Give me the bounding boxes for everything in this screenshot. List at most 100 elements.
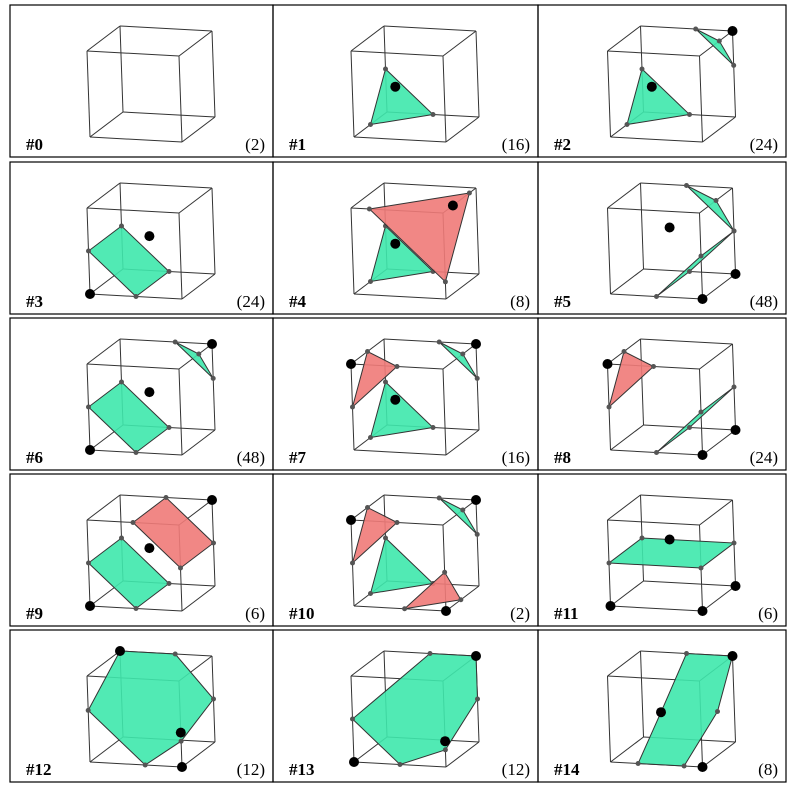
cube-edge	[87, 339, 120, 364]
vertex	[458, 597, 463, 602]
vertex	[119, 380, 124, 385]
cube-edge	[182, 430, 215, 455]
vertex	[134, 606, 139, 611]
cube-edge	[384, 339, 476, 344]
vertex	[467, 191, 472, 196]
corner-dot	[440, 736, 450, 746]
cube-edge	[476, 31, 479, 117]
case-count: (6)	[758, 604, 778, 623]
vertex	[607, 561, 612, 566]
cube-edge	[611, 269, 644, 294]
surface	[371, 69, 434, 125]
vertex	[475, 376, 480, 381]
cube-edge	[608, 208, 700, 213]
vertex	[687, 425, 692, 430]
vertex	[732, 541, 737, 546]
corner-dot	[207, 339, 217, 349]
cube-edge	[611, 737, 644, 762]
cube-edge	[703, 586, 736, 611]
vertex	[682, 764, 687, 769]
vertex	[173, 340, 178, 345]
panel	[273, 318, 538, 470]
cube-edge	[733, 656, 736, 742]
cube-edge	[384, 183, 476, 188]
case-count: (48)	[750, 292, 778, 311]
cube-edge	[641, 495, 733, 500]
cube-edge	[703, 742, 736, 767]
vertex	[86, 561, 91, 566]
case-label: #4	[289, 292, 307, 311]
cube-edge	[641, 26, 733, 31]
cube-edge	[641, 339, 644, 425]
cube-edge	[87, 183, 120, 208]
vertex	[684, 651, 689, 656]
surface	[371, 382, 434, 438]
corner-dot	[390, 82, 400, 92]
corner-dot	[85, 601, 95, 611]
corner-dot	[144, 387, 154, 397]
corner-dot	[606, 601, 616, 611]
corner-dot	[390, 395, 400, 405]
vertex	[211, 697, 216, 702]
cube-edge	[179, 56, 182, 142]
corner-dot	[698, 762, 708, 772]
cube-edge	[644, 581, 736, 586]
cube-edge	[87, 676, 90, 762]
corner-dot	[448, 201, 458, 211]
case-label: #13	[289, 760, 315, 779]
vertex	[625, 122, 630, 127]
vertex	[684, 183, 689, 188]
cube-edge	[120, 26, 212, 31]
cube	[86, 646, 216, 772]
cube-edge	[446, 742, 479, 767]
case-label: #12	[26, 760, 52, 779]
cube-edge	[179, 213, 182, 299]
vertex	[732, 229, 737, 234]
cube-edge	[87, 364, 179, 369]
cube-edge	[700, 344, 733, 369]
surface	[88, 651, 213, 765]
corner-dot	[207, 495, 217, 505]
vertex	[196, 352, 201, 357]
vertex	[211, 376, 216, 381]
cube-edge	[443, 56, 446, 142]
vertex	[368, 435, 373, 440]
case-count: (2)	[510, 604, 530, 623]
cube	[349, 651, 481, 767]
vertex	[640, 536, 645, 541]
corner-dot	[471, 495, 481, 505]
vertex	[164, 495, 169, 500]
vertex	[607, 405, 612, 410]
cube-edge	[608, 51, 611, 137]
cube-edge	[87, 51, 90, 137]
vertex	[167, 581, 172, 586]
vertex	[651, 364, 656, 369]
corner-dot	[731, 269, 741, 279]
vertex	[398, 762, 403, 767]
case-count: (6)	[245, 604, 265, 623]
vertex	[134, 450, 139, 455]
cube-edge	[354, 137, 446, 142]
case-count: (16)	[502, 448, 530, 467]
cube-edge	[703, 274, 736, 299]
corner-dot	[665, 535, 675, 545]
case-count: (12)	[502, 760, 530, 779]
case-label: #6	[26, 448, 43, 467]
cube-edge	[384, 495, 476, 500]
cube-edge	[120, 26, 123, 112]
surface	[371, 538, 434, 594]
cube-edge	[608, 183, 641, 208]
vertex	[365, 349, 370, 354]
corner-dot	[176, 728, 186, 738]
vertex	[131, 520, 136, 525]
vertex	[693, 27, 698, 32]
case-count: (16)	[502, 135, 530, 154]
case-label: #5	[554, 292, 571, 311]
vertex	[443, 747, 448, 752]
cube-edge	[351, 183, 384, 208]
cube-edge	[700, 500, 733, 525]
vertex	[640, 67, 645, 72]
cube-edge	[446, 274, 479, 299]
vertex	[687, 112, 692, 117]
cube-edge	[703, 117, 736, 142]
